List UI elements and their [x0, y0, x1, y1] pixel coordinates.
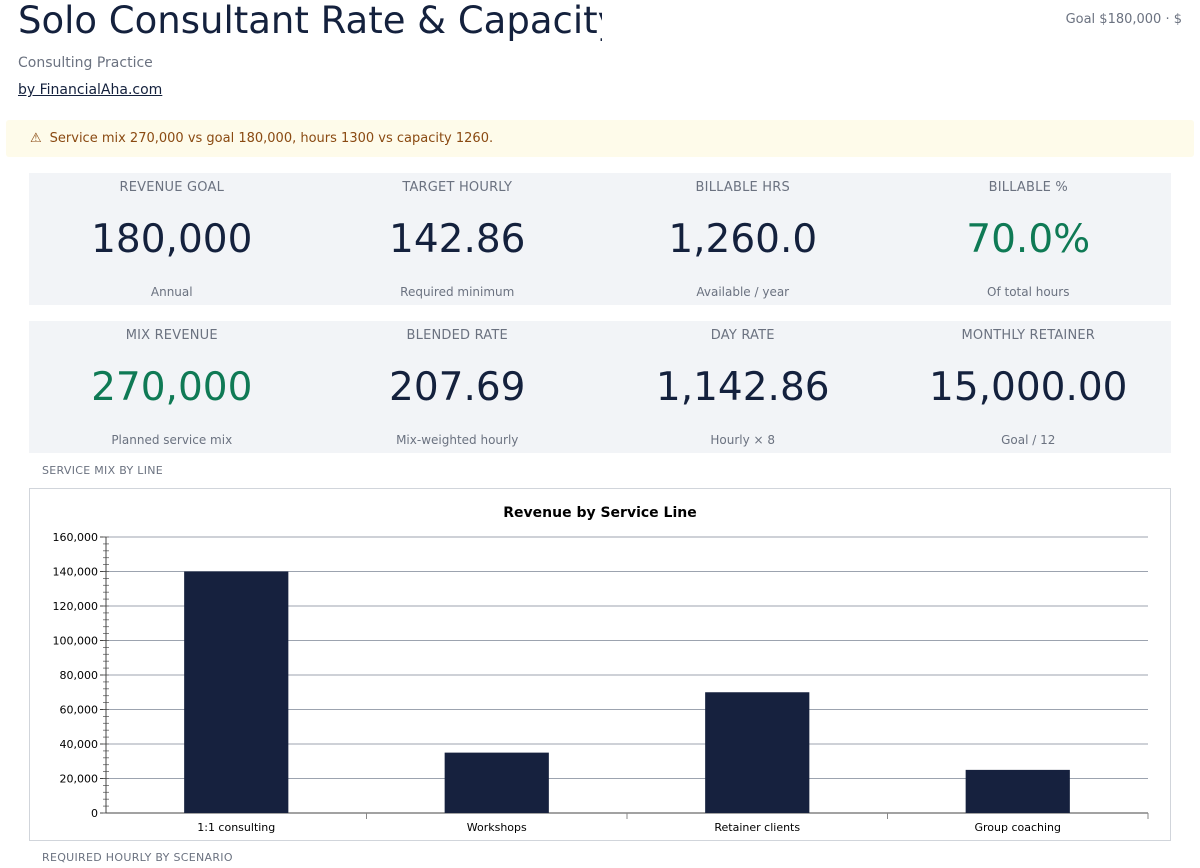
kpi-label: MIX REVENUE — [125, 328, 218, 343]
revenue-bar-chart: Revenue by Service Line 0 20,000 40,000 60,… — [53, 505, 1149, 834]
section-label-required-hourly: REQUIRED HOURLY BY SCENARIO — [42, 851, 233, 864]
kpi-caption: Hourly × 8 — [710, 433, 776, 447]
kpi-value: 142.86 — [389, 217, 526, 262]
y-tick-label: 40,000 — [60, 738, 99, 751]
kpi-value: 15,000.00 — [929, 365, 1128, 410]
y-tick-label: 160,000 — [53, 531, 99, 544]
kpi-label: MONTHLY RETAINER — [961, 328, 1096, 343]
page-title: Solo Consultant Rate & Capacity — [18, 0, 602, 42]
kpi-row-primary: REVENUE GOAL 180,000 Annual TARGET HOURL… — [29, 173, 1171, 305]
kpi-label: BILLABLE HRS — [695, 180, 790, 195]
kpi-value: 1,260.0 — [668, 217, 818, 262]
kpi-label: REVENUE GOAL — [119, 180, 225, 195]
kpi-caption: Goal / 12 — [1001, 433, 1056, 447]
kpi-value: 180,000 — [91, 217, 253, 262]
y-tick-label: 120,000 — [53, 600, 99, 613]
kpi-day-rate: DAY RATE 1,142.86 Hourly × 8 — [600, 321, 886, 453]
kpi-value: 207.69 — [389, 365, 526, 410]
bar — [705, 692, 810, 813]
warning-banner: ⚠ Service mix 270,000 vs goal 180,000, h… — [6, 120, 1194, 157]
y-tick-label: 60,000 — [60, 704, 99, 717]
goal-summary: Goal $180,000 · $ — [1065, 12, 1182, 27]
kpi-target-hourly: TARGET HOURLY 142.86 Required minimum — [315, 173, 601, 305]
x-tick-label: Workshops — [467, 821, 527, 834]
kpi-caption: Mix-weighted hourly — [396, 433, 519, 447]
y-tick-label: 0 — [91, 807, 98, 820]
kpi-label: BLENDED RATE — [406, 328, 508, 343]
kpi-value: 70.0% — [966, 217, 1091, 262]
kpi-caption: Required minimum — [400, 285, 515, 299]
kpi-caption: Annual — [150, 285, 193, 299]
page-subtitle: Consulting Practice — [18, 55, 153, 71]
x-tick-label: 1:1 consulting — [197, 821, 275, 834]
bar — [965, 769, 1070, 813]
y-tick-label: 80,000 — [60, 669, 99, 682]
x-tick-label: Retainer clients — [714, 821, 800, 834]
bar — [444, 752, 549, 813]
kpi-mix-revenue: MIX REVENUE 270,000 Planned service mix — [29, 321, 315, 453]
bar — [184, 571, 289, 813]
y-tick-label: 20,000 — [60, 773, 99, 786]
kpi-caption: Of total hours — [987, 285, 1070, 299]
warning-icon: ⚠ — [30, 131, 42, 146]
x-tick-label: Group coaching — [974, 821, 1061, 834]
revenue-chart-panel: Revenue by Service Line 0 20,000 40,000 60,… — [29, 488, 1171, 841]
kpi-row-secondary: MIX REVENUE 270,000 Planned service mix … — [29, 321, 1171, 453]
kpi-monthly-retainer: MONTHLY RETAINER 15,000.00 Goal / 12 — [886, 321, 1172, 453]
kpi-label: BILLABLE % — [988, 180, 1068, 195]
kpi-caption: Planned service mix — [111, 433, 233, 447]
kpi-label: DAY RATE — [710, 328, 775, 343]
kpi-billable-hours: BILLABLE HRS 1,260.0 Available / year — [600, 173, 886, 305]
kpi-billable-percent: BILLABLE % 70.0% Of total hours — [886, 173, 1172, 305]
warning-text: Service mix 270,000 vs goal 180,000, hou… — [49, 131, 494, 146]
kpi-caption: Available / year — [696, 285, 790, 299]
kpi-value: 270,000 — [91, 365, 253, 410]
kpi-revenue-goal: REVENUE GOAL 180,000 Annual — [29, 173, 315, 305]
byline-link[interactable]: by FinancialAha.com — [18, 82, 163, 98]
chart-title: Revenue by Service Line — [503, 505, 696, 521]
y-tick-label: 100,000 — [53, 635, 99, 648]
section-label-service-mix: SERVICE MIX BY LINE — [42, 464, 164, 477]
y-tick-label: 140,000 — [53, 566, 99, 579]
kpi-label: TARGET HOURLY — [402, 180, 513, 195]
kpi-blended-rate: BLENDED RATE 207.69 Mix-weighted hourly — [315, 321, 601, 453]
kpi-value: 1,142.86 — [655, 365, 830, 410]
